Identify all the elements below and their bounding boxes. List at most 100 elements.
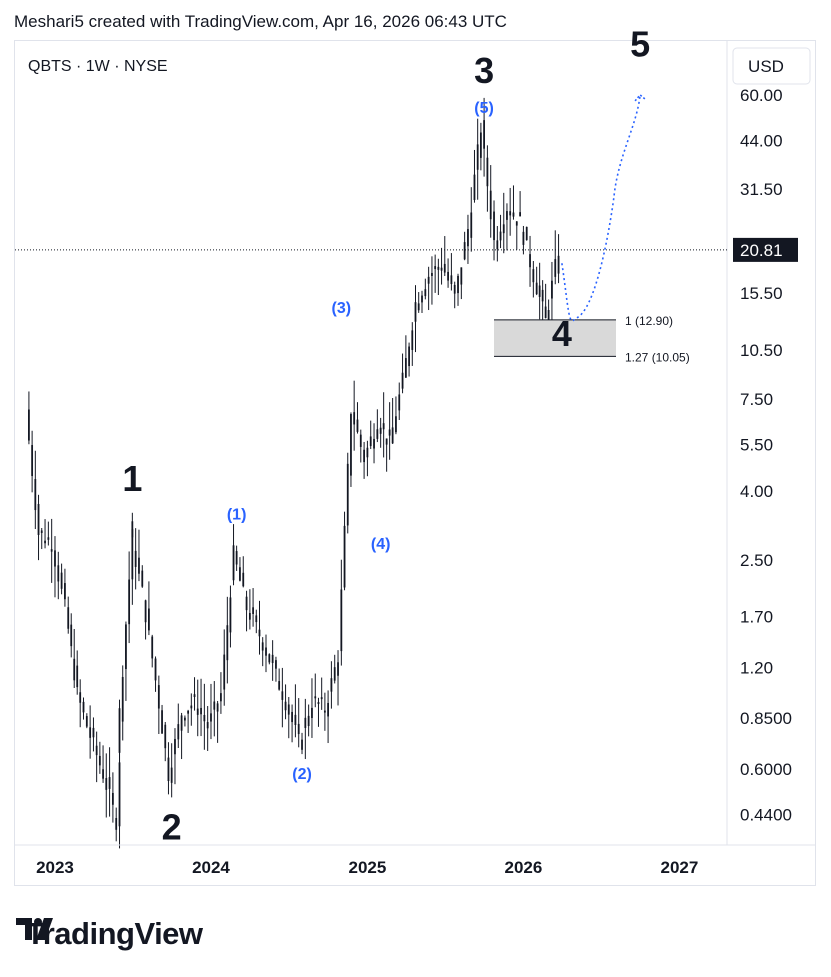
candle-body xyxy=(532,269,535,283)
candle-body xyxy=(275,660,277,669)
candle-body xyxy=(506,211,508,220)
y-tick-label: 1.20 xyxy=(740,658,773,677)
current-price-badge xyxy=(733,237,798,262)
candle-body xyxy=(457,275,459,294)
candle-body xyxy=(467,229,469,247)
chart-frame xyxy=(14,40,816,886)
y-tick-label: 2.50 xyxy=(740,551,773,570)
candle-body xyxy=(151,636,154,659)
projection-path xyxy=(561,94,641,322)
candle-body xyxy=(417,303,420,311)
tradingview-brand: TradingView xyxy=(26,916,203,951)
candle-body xyxy=(121,676,124,722)
fib-level-1-label: 1 (12.90) xyxy=(625,314,673,328)
x-tick-label: 2024 xyxy=(192,858,230,877)
candle-body xyxy=(388,429,391,436)
candle-body xyxy=(414,302,417,322)
candle-body xyxy=(379,427,382,434)
candle-body xyxy=(271,654,274,664)
candle-body xyxy=(196,708,199,715)
candle-body xyxy=(479,132,482,158)
candle-body xyxy=(460,267,463,285)
candle-body xyxy=(434,266,437,270)
candle-body xyxy=(307,715,310,727)
candle-body xyxy=(535,282,538,295)
candle-body xyxy=(483,120,485,149)
price-chart[interactable]: 1 (12.90) 1.27 (10.05) 1 2 3 4 5 (1) (2) (3) (4) (5… xyxy=(0,0,831,900)
candle-body xyxy=(557,255,560,274)
candle-body xyxy=(493,211,495,241)
candle-body xyxy=(50,549,53,552)
candle-body xyxy=(85,716,88,727)
candle-body xyxy=(206,722,209,729)
wave-label-minor: (3) xyxy=(332,300,352,317)
wave-label-minor: (4) xyxy=(371,536,391,553)
currency-button[interactable]: USD xyxy=(732,47,811,85)
wave-label-major: 4 xyxy=(552,313,572,354)
candle-body xyxy=(187,710,190,714)
candle-body xyxy=(95,745,98,756)
candle-body xyxy=(141,570,144,587)
wave-label-minor: (5) xyxy=(474,100,494,117)
wave-label-minor: (2) xyxy=(292,766,312,783)
x-tick-label: 2023 xyxy=(36,858,74,877)
candle-body xyxy=(385,438,388,445)
candle-body xyxy=(128,579,131,625)
candle-body xyxy=(261,642,264,651)
tradingview-logo: TradingView xyxy=(16,914,203,954)
candle-body xyxy=(44,540,46,544)
candle-body xyxy=(538,285,541,297)
y-tick-label: 10.50 xyxy=(740,341,783,360)
candle-body xyxy=(92,727,95,738)
candle-body xyxy=(37,503,40,535)
candle-body xyxy=(330,678,333,692)
candle-body xyxy=(229,597,232,633)
candle-body xyxy=(242,572,245,587)
currency-button-label[interactable]: USD xyxy=(748,57,784,76)
candle-body xyxy=(382,423,385,430)
candle-body xyxy=(82,701,85,713)
candle-body xyxy=(525,226,528,241)
candle-body xyxy=(304,717,307,728)
candle-body xyxy=(284,701,287,711)
candle-body xyxy=(297,723,300,735)
candle-body xyxy=(232,545,235,581)
candle-body xyxy=(210,713,212,722)
candle-body xyxy=(226,625,229,661)
candle-body xyxy=(373,438,375,449)
symbol-label: QBTS · 1W · NYSE xyxy=(28,58,168,75)
candle-body xyxy=(200,707,202,715)
candle-body xyxy=(220,693,222,702)
candle-body xyxy=(311,707,313,719)
candle-body xyxy=(31,445,34,477)
y-tick-label: 15.50 xyxy=(740,284,783,303)
candle-body xyxy=(190,705,193,709)
candle-body xyxy=(108,777,111,789)
candle-body xyxy=(554,259,557,277)
candle-body xyxy=(164,724,167,749)
candle-body xyxy=(177,724,180,740)
wave-label-major: 3 xyxy=(474,50,494,91)
fib-level-2-label: 1.27 (10.05) xyxy=(625,350,690,364)
candle-body xyxy=(28,409,30,441)
candle-body xyxy=(391,427,394,444)
candle-body xyxy=(350,414,352,476)
candle-body xyxy=(395,416,397,433)
candle-body xyxy=(216,703,219,712)
wave-label-minor: (1) xyxy=(227,506,247,523)
tradingview-logo-icon xyxy=(16,918,53,940)
candle-body xyxy=(281,691,284,700)
y-tick-label: 31.50 xyxy=(740,180,783,199)
candle-body xyxy=(323,710,326,713)
candle-body xyxy=(245,596,248,611)
y-tick-label: 7.50 xyxy=(740,390,773,409)
x-tick-label: 2027 xyxy=(660,858,698,877)
candle-body xyxy=(551,280,553,299)
currency-button-box[interactable] xyxy=(732,47,811,85)
candle-body xyxy=(258,629,261,637)
candle-body xyxy=(499,231,502,241)
candle-body xyxy=(424,289,427,297)
candle-body xyxy=(443,263,446,273)
x-tick-label: 2026 xyxy=(504,858,542,877)
candle-body xyxy=(440,267,443,271)
